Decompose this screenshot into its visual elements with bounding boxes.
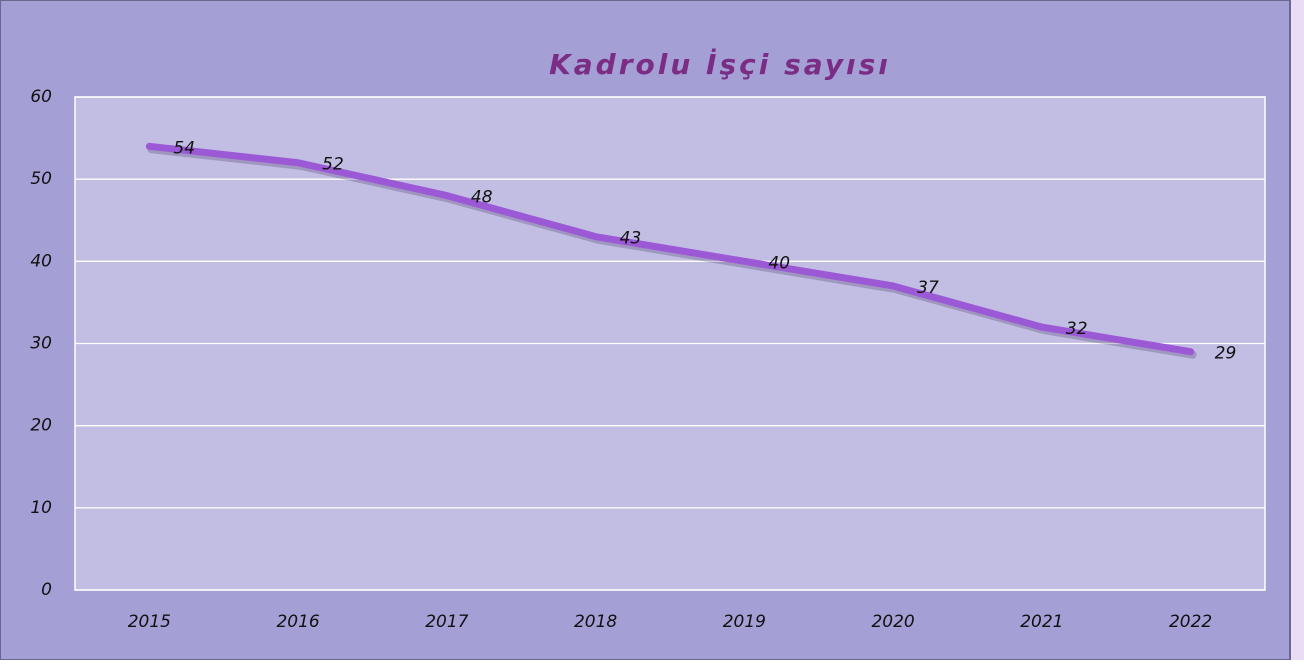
y-tick-label: 40 xyxy=(30,251,52,271)
data-label: 32 xyxy=(1066,319,1088,339)
x-tick-label: 2018 xyxy=(574,612,617,632)
x-tick-label: 2019 xyxy=(723,612,766,632)
x-tick-label: 2015 xyxy=(128,612,171,632)
x-tick-label: 2022 xyxy=(1169,612,1212,632)
side-strip xyxy=(1290,0,1304,660)
data-label: 43 xyxy=(620,229,642,249)
line xyxy=(145,142,1195,356)
data-label: 54 xyxy=(173,138,195,158)
y-tick-label: 30 xyxy=(30,334,52,354)
y-tick-label: 20 xyxy=(30,416,52,436)
chart-title: Kadrolu İşçi sayısı xyxy=(549,47,891,81)
y-tick-label: 10 xyxy=(30,498,52,518)
data-label: 52 xyxy=(322,155,344,175)
x-tick-label: 2016 xyxy=(276,612,319,632)
data-label: 37 xyxy=(917,278,939,298)
data-label: 48 xyxy=(471,188,493,208)
y-tick-label: 0 xyxy=(41,580,52,600)
data-label: 29 xyxy=(1215,344,1237,364)
x-tick-label: 2021 xyxy=(1020,612,1063,632)
y-tick-label: 60 xyxy=(30,87,52,107)
x-tick-label: 2020 xyxy=(871,612,914,632)
x-tick-label: 2017 xyxy=(425,612,468,632)
y-tick-label: 50 xyxy=(30,169,52,189)
data-label: 40 xyxy=(768,253,790,273)
